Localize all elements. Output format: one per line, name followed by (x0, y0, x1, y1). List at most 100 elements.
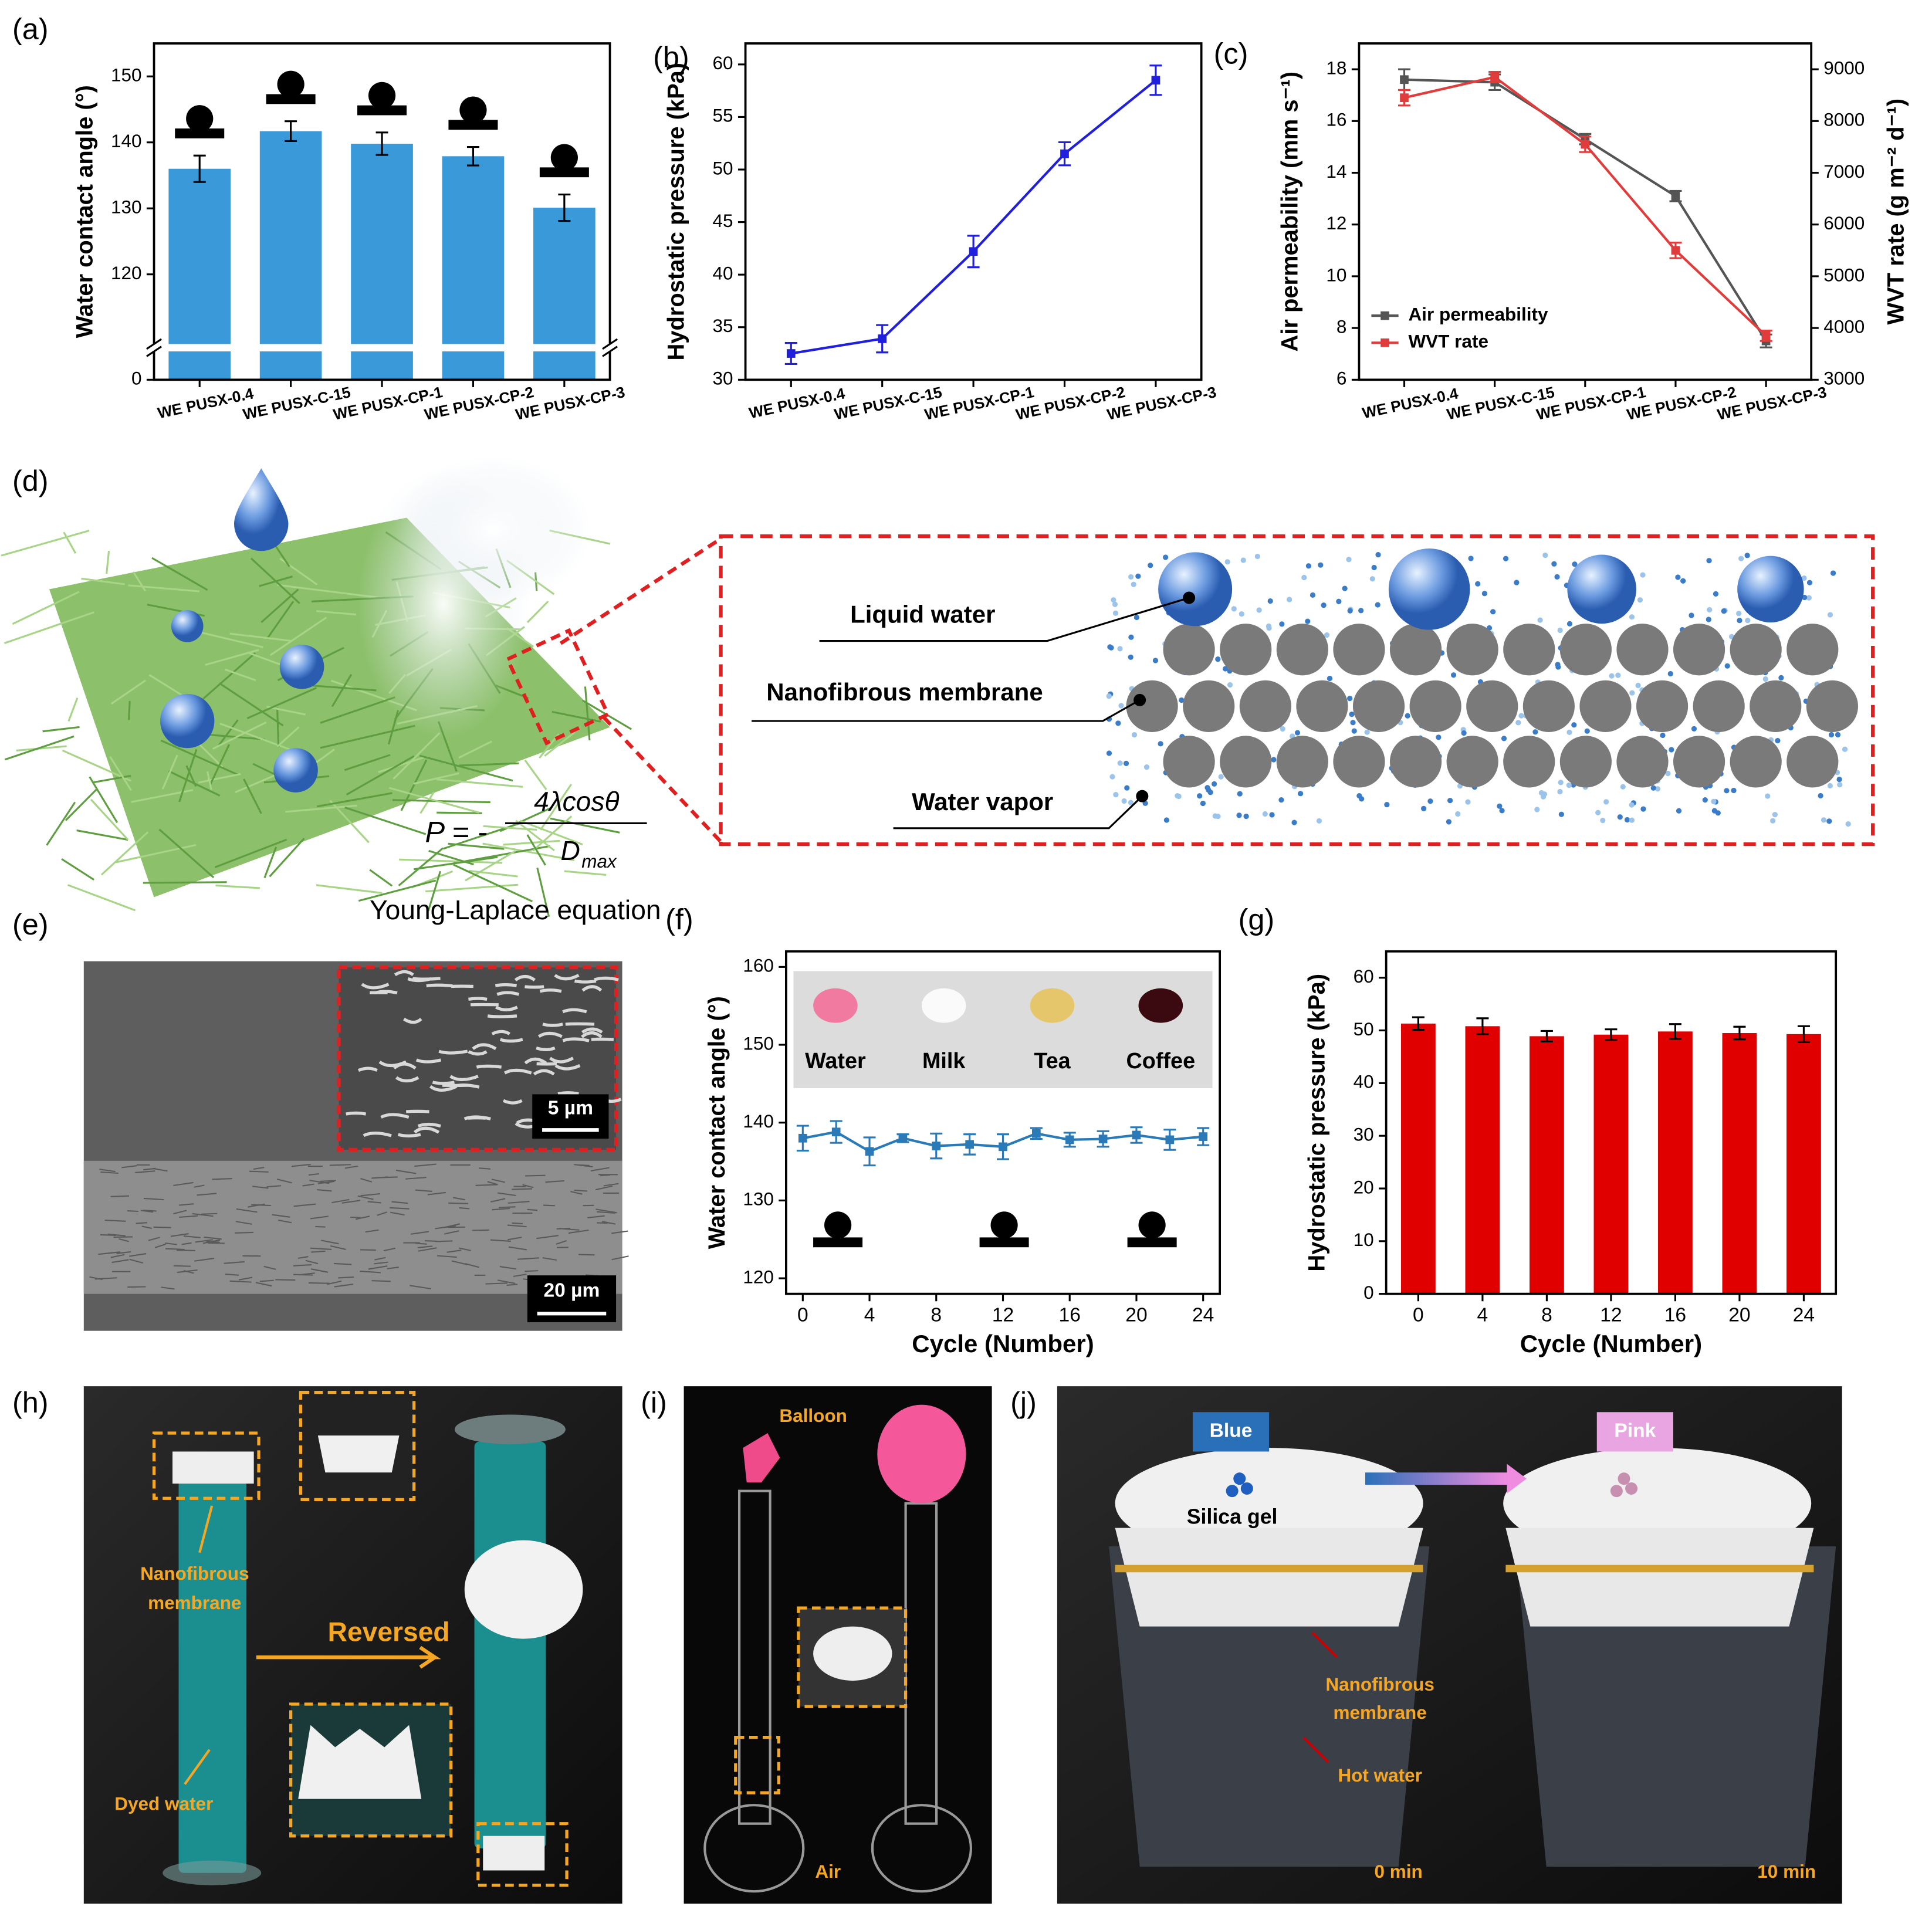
fiber (544, 731, 576, 757)
fiber (168, 770, 221, 797)
plot-frame (744, 42, 1203, 381)
texture (357, 1066, 378, 1072)
cylinder (474, 1441, 546, 1848)
silica (1226, 1485, 1239, 1498)
bar (1786, 1034, 1821, 1294)
silica (1625, 1482, 1638, 1495)
texture (414, 1163, 437, 1167)
texture (154, 1243, 166, 1248)
vapor-molecule (1806, 580, 1813, 585)
leader (893, 795, 1143, 829)
arrow-head (1507, 1464, 1527, 1494)
texture (595, 1208, 617, 1214)
texture (595, 1185, 613, 1191)
leader-dot (1134, 693, 1146, 706)
panel-label: (b) (653, 40, 689, 74)
vapor-molecule (1291, 820, 1297, 825)
vapor-molecule (1762, 676, 1768, 682)
texture (380, 1113, 410, 1119)
error-bar (1669, 189, 1682, 202)
droplet (459, 96, 487, 124)
legend-label: Air permeability (1408, 303, 1548, 324)
texture (570, 1191, 583, 1195)
texture (359, 1270, 381, 1274)
panel-label: (i) (641, 1386, 667, 1419)
vapor-molecule (1158, 741, 1163, 747)
vapor-molecule (1635, 682, 1641, 689)
fiber-section (1446, 624, 1498, 676)
fiber (62, 749, 131, 782)
box (734, 1736, 780, 1794)
texture (568, 1229, 589, 1234)
texture (173, 1181, 194, 1186)
vapor-molecule (1211, 781, 1217, 787)
texture (574, 1164, 593, 1168)
vapor-molecule (1566, 782, 1572, 788)
sem-e: (e) 5 µm 20 µm (12, 907, 629, 1331)
error-bar (1669, 242, 1682, 259)
fiber (276, 707, 280, 747)
vapor-molecule (1660, 732, 1666, 739)
texture (367, 1201, 381, 1204)
x-tick-label: 4 (864, 1304, 875, 1326)
vapor-molecule (1207, 790, 1213, 795)
vapor-molecule (1650, 785, 1656, 791)
texture (418, 1247, 437, 1252)
legend-marker (1381, 311, 1389, 320)
texture (581, 985, 603, 992)
fiber-section (1636, 680, 1689, 732)
error-bar (1476, 1017, 1489, 1035)
vapor-molecule (1555, 664, 1561, 670)
texture (587, 1215, 605, 1218)
texture (143, 1210, 157, 1212)
texture (594, 976, 619, 981)
fiber (316, 610, 357, 616)
texture (417, 1245, 433, 1249)
x-tick-label: 24 (1793, 1304, 1815, 1326)
label: Reversed (328, 1616, 450, 1647)
texture (448, 1202, 469, 1204)
vapor-molecule (1117, 646, 1123, 652)
vapor-molecule (1113, 792, 1119, 798)
texture (94, 1277, 117, 1280)
texture (195, 1239, 214, 1243)
vapor-molecule (1738, 556, 1744, 561)
y-tick-label: 140 (743, 1110, 774, 1132)
texture (194, 1258, 215, 1262)
texture (387, 1267, 399, 1269)
membrane (317, 1435, 400, 1473)
y-tick-label: 45 (713, 210, 733, 231)
texture (415, 1189, 432, 1193)
vapor-molecule (1836, 776, 1842, 783)
legend-label: WVT rate (1408, 331, 1488, 352)
texture (517, 1257, 539, 1260)
texture (491, 1179, 505, 1183)
fiber-section (1730, 736, 1782, 788)
fiber-section (1333, 736, 1385, 788)
leader (819, 597, 1190, 642)
fiber-section (1466, 680, 1518, 732)
y-tick-label: 0 (1363, 1282, 1374, 1303)
vapor-molecule (1118, 703, 1124, 709)
vapor-molecule (1256, 607, 1262, 613)
vapor-molecule (1297, 791, 1304, 797)
y2-tick-label: 8000 (1823, 109, 1865, 130)
inset-label: Coffee (1126, 1049, 1196, 1074)
x-tick-label: 20 (1125, 1304, 1147, 1326)
texture (310, 1215, 329, 1220)
error-bar (963, 1133, 976, 1156)
y-tick-label: 20 (1354, 1176, 1374, 1197)
texture (170, 1232, 189, 1237)
fiber (399, 858, 503, 864)
droplet-base (539, 167, 589, 178)
texture (177, 1249, 195, 1252)
fiber-section (1616, 624, 1669, 676)
fiber (276, 726, 300, 747)
texture (427, 1191, 446, 1196)
fiber (468, 869, 518, 878)
error-bar (863, 1136, 876, 1167)
fiber (482, 842, 575, 861)
vapor-molecule (1778, 675, 1784, 681)
error-bar (830, 1120, 842, 1144)
